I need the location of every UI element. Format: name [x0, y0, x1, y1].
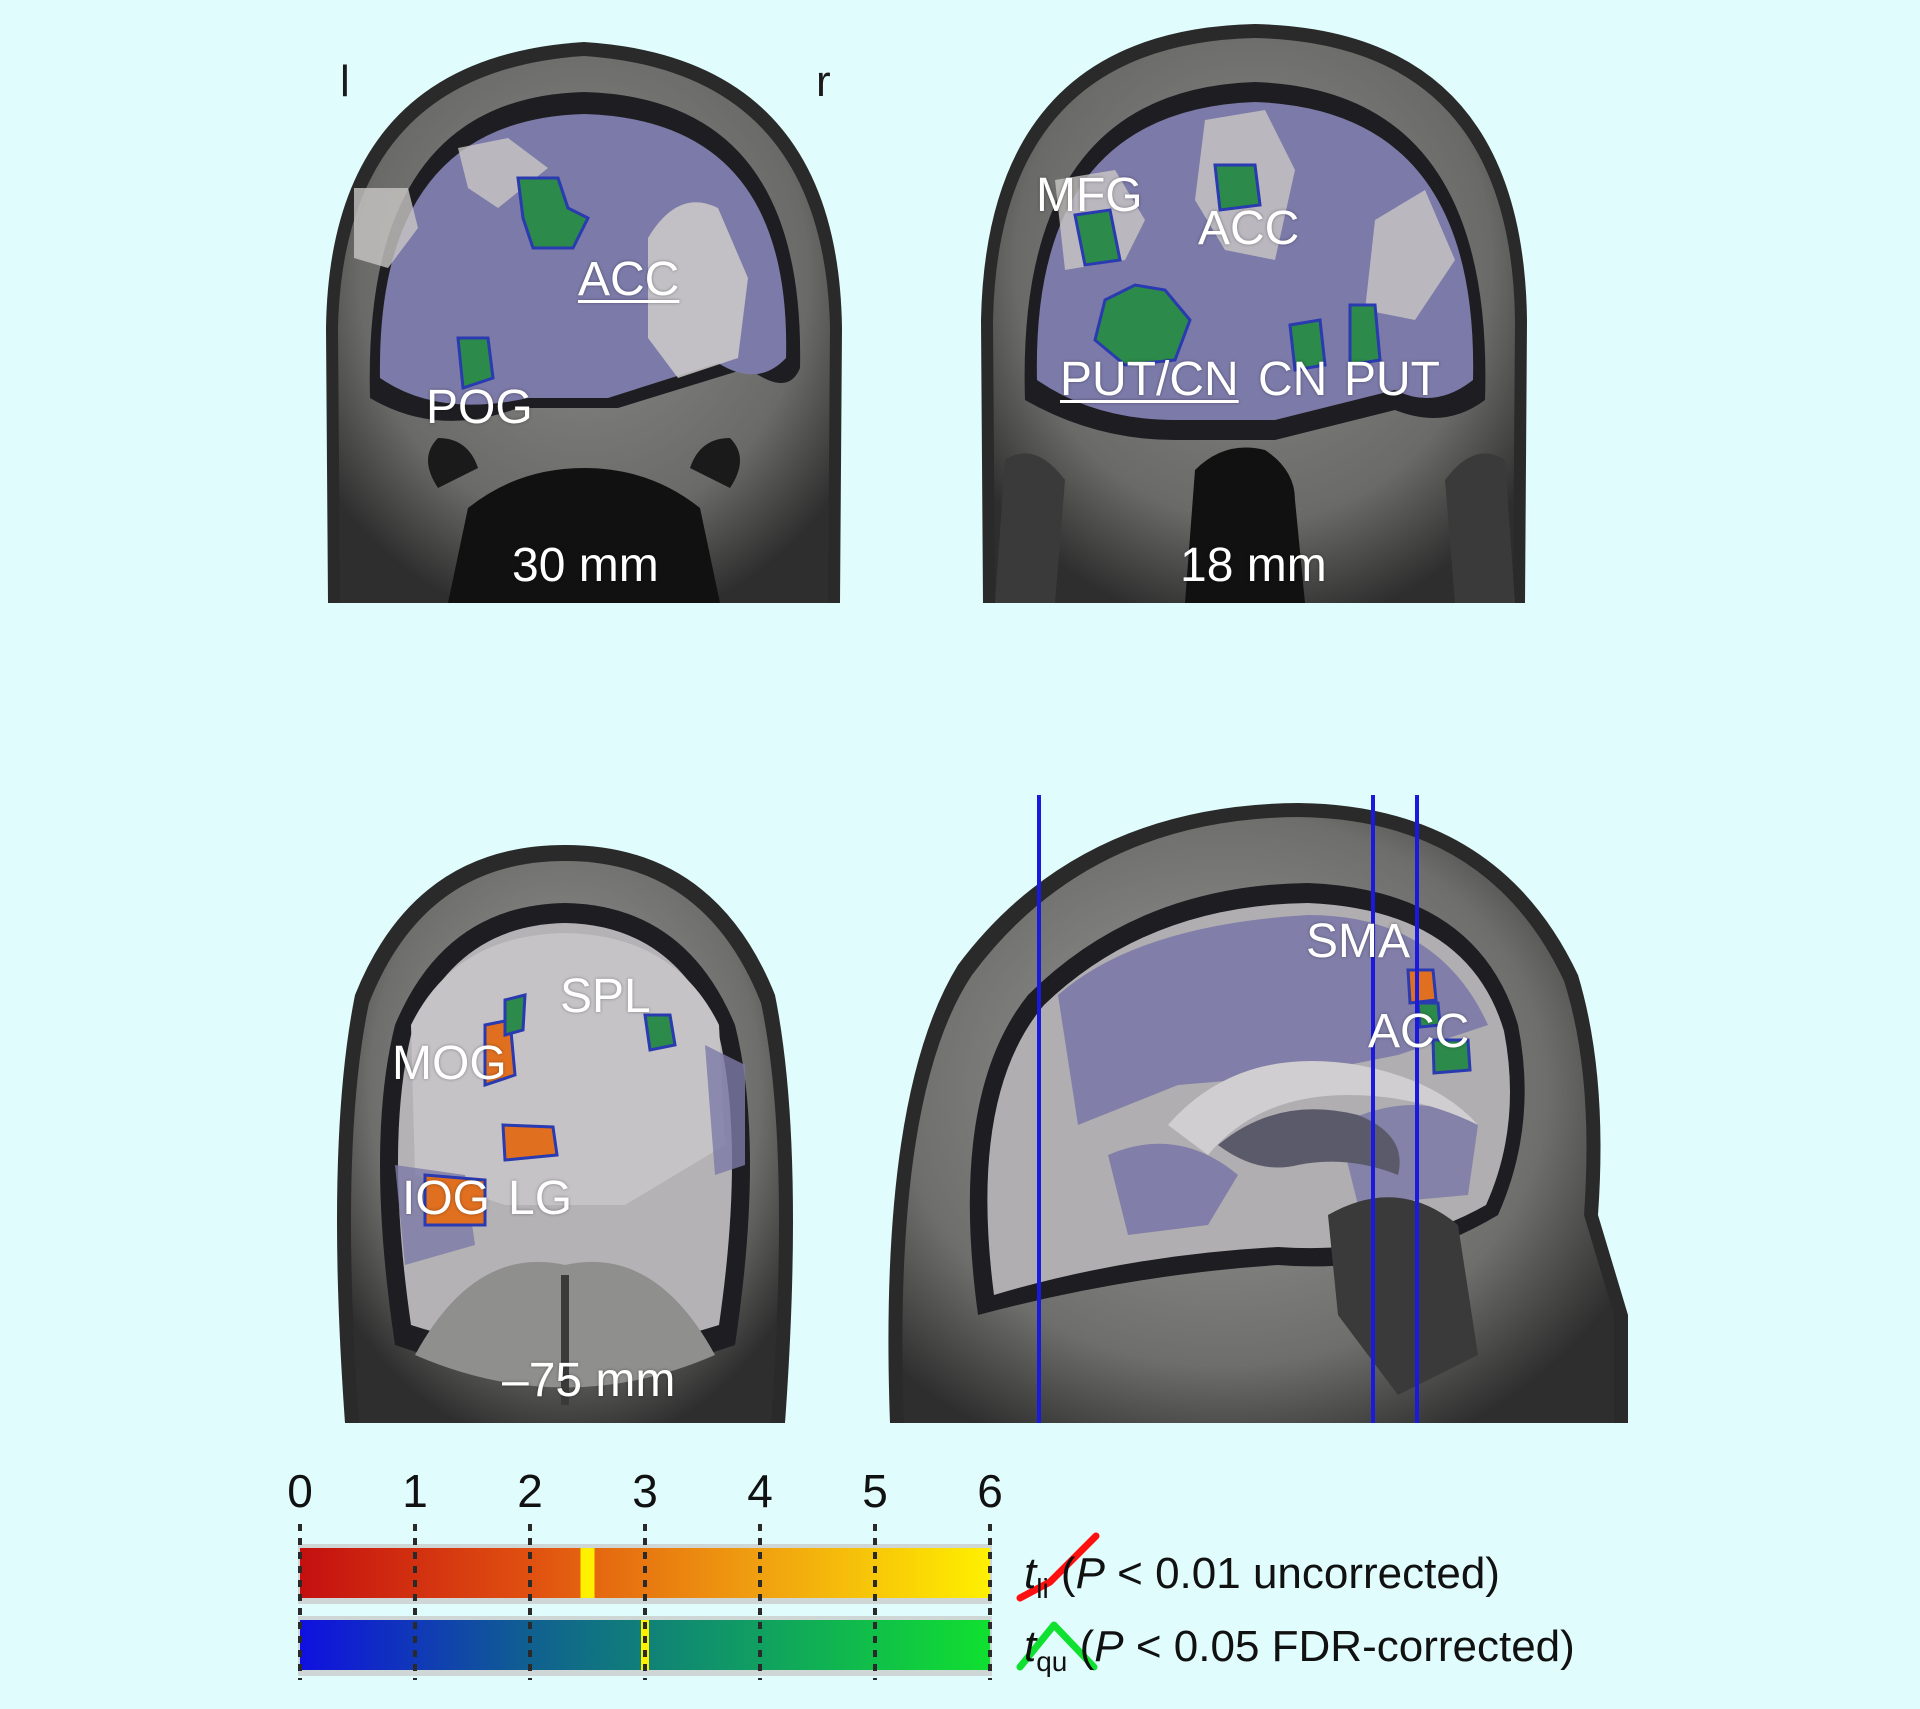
linear-threshold-marker	[580, 1548, 595, 1598]
quadratic-note-prefix: (	[1079, 1622, 1095, 1671]
linear-t-symbol: t	[1024, 1549, 1037, 1598]
slice-position-label: 18 mm	[1180, 539, 1327, 592]
coronal-slice-minus75mm	[325, 845, 805, 1423]
region-label-lg: LG	[508, 1172, 573, 1225]
orientation-right-label: r	[816, 57, 831, 106]
colorbar-tick-label: 5	[862, 1465, 888, 1517]
region-label-cn: CN	[1258, 353, 1328, 406]
linear-note-suffix: < 0.01 uncorrected)	[1104, 1549, 1500, 1598]
region-label-mog: MOG	[392, 1037, 507, 1090]
quadratic-note-suffix: < 0.05 FDR-corrected)	[1123, 1622, 1575, 1671]
coronal-slice-18mm	[975, 20, 1535, 603]
coronal-slice-30mm	[318, 38, 850, 603]
quadratic-t-subscript: qu	[1036, 1645, 1068, 1677]
region-label-iog: IOG	[402, 1172, 491, 1225]
region-label-sma: SMA	[1306, 915, 1411, 968]
quadratic-threshold-marker	[641, 1620, 649, 1670]
slice-position-label: 30 mm	[512, 539, 659, 592]
quadratic-trend-icon	[1016, 1621, 1098, 1671]
legend-linear-label: tli (P < 0.01 uncorrected)	[1024, 1552, 1500, 1603]
region-label-acc: ACC	[1368, 1005, 1470, 1058]
region-label-acc: ACC	[578, 253, 680, 306]
region-label-acc: ACC	[1198, 202, 1300, 255]
colorbar-tick-label: 6	[977, 1465, 1003, 1517]
linear-p-symbol: P	[1075, 1549, 1105, 1598]
region-label-spl: SPL	[560, 970, 651, 1023]
quadratic-p-symbol: P	[1094, 1622, 1124, 1671]
colorbar-tick-label: 3	[632, 1465, 658, 1517]
linear-note-prefix: (	[1060, 1549, 1076, 1598]
colorbar-tick-label: 2	[517, 1465, 543, 1517]
region-label-pog: POG	[426, 381, 533, 434]
region-label-mfg: MFG	[1036, 169, 1143, 222]
linear-t-subscript: li	[1036, 1572, 1049, 1604]
linear-trend-icon	[1016, 1532, 1100, 1602]
legend-quadratic-label: tqu (P < 0.05 FDR-corrected)	[1024, 1625, 1575, 1676]
quadratic-t-symbol: t	[1024, 1622, 1037, 1671]
orientation-left-label: l	[340, 57, 350, 106]
colorbar-svg	[298, 1524, 992, 1680]
colorbar-tick-label: 0	[287, 1465, 313, 1517]
region-label-put-cn: PUT/CN	[1060, 353, 1239, 406]
sagittal-slice	[878, 795, 1638, 1423]
region-label-put: PUT	[1344, 353, 1440, 406]
colorbar-tick-label: 4	[747, 1465, 773, 1517]
slice-position-label: –75 mm	[502, 1354, 676, 1407]
colorbar-tick-label: 1	[402, 1465, 428, 1517]
